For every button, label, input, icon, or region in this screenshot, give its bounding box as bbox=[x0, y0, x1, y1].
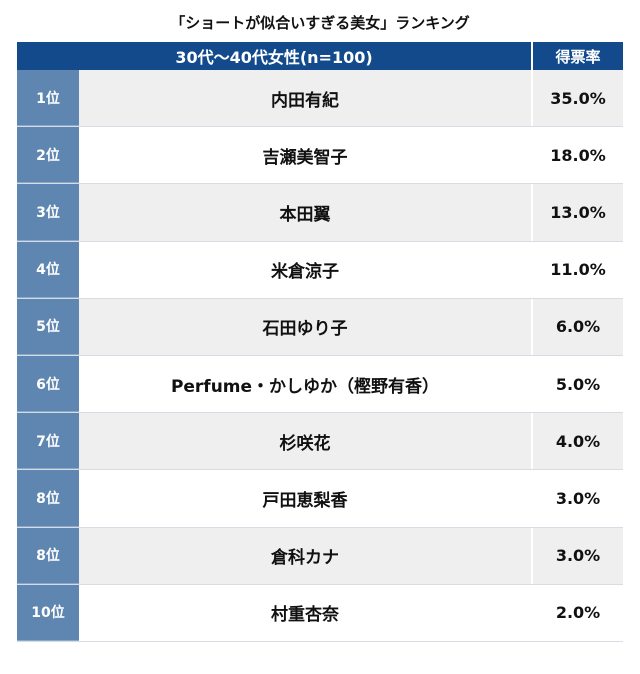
column-divider bbox=[531, 70, 533, 127]
value-cell: 3.0% bbox=[533, 470, 623, 527]
table-row: 4位 米倉涼子 11.0% bbox=[17, 241, 623, 299]
table-row: 3位 本田翼 13.0% bbox=[17, 184, 623, 242]
column-divider bbox=[531, 184, 533, 241]
rank-cell: 1位 bbox=[17, 70, 79, 127]
name-cell: 村重杏奈 bbox=[79, 584, 531, 641]
value-cell: 6.0% bbox=[533, 298, 623, 355]
name-cell: 内田有紀 bbox=[79, 70, 531, 127]
column-divider bbox=[531, 127, 533, 184]
column-divider bbox=[531, 470, 533, 527]
rank-cell: 10位 bbox=[17, 584, 79, 641]
table-row: 2位 吉瀬美智子 18.0% bbox=[17, 127, 623, 185]
value-cell: 2.0% bbox=[533, 584, 623, 641]
value-cell: 4.0% bbox=[533, 413, 623, 470]
column-divider bbox=[531, 413, 533, 470]
column-divider bbox=[531, 355, 533, 413]
table-row: 10位 村重杏奈 2.0% bbox=[17, 584, 623, 642]
rank-cell: 8位 bbox=[17, 527, 79, 584]
name-cell: 米倉涼子 bbox=[79, 241, 531, 298]
value-cell: 18.0% bbox=[533, 127, 623, 184]
value-cell: 13.0% bbox=[533, 184, 623, 241]
value-cell: 5.0% bbox=[533, 355, 623, 413]
column-divider bbox=[531, 584, 533, 641]
name-cell: 本田翼 bbox=[79, 184, 531, 241]
table-row: 7位 杉咲花 4.0% bbox=[17, 413, 623, 471]
value-header: 得票率 bbox=[533, 42, 623, 70]
name-cell: 杉咲花 bbox=[79, 413, 531, 470]
table-row: 1位 内田有紀 35.0% bbox=[17, 70, 623, 128]
column-divider bbox=[531, 298, 533, 355]
value-cell: 35.0% bbox=[533, 70, 623, 127]
table-row: 6位 Perfume・かしゆか（樫野有香） 5.0% bbox=[17, 355, 623, 414]
rank-cell: 7位 bbox=[17, 413, 79, 470]
group-header: 30代〜40代女性(n=100) bbox=[17, 42, 531, 70]
column-divider bbox=[531, 241, 533, 298]
chart-title: 「ショートが似合いすぎる美女」ランキング bbox=[170, 14, 470, 32]
rank-cell: 4位 bbox=[17, 241, 79, 298]
name-cell: 石田ゆり子 bbox=[79, 298, 531, 355]
ranking-table: 30代〜40代女性(n=100) 得票率 1位 内田有紀 35.0% 2位 吉瀬美智子 1… bbox=[17, 42, 623, 642]
value-cell: 11.0% bbox=[533, 241, 623, 298]
table-row: 8位 倉科カナ 3.0% bbox=[17, 527, 623, 585]
name-cell: 戸田恵梨香 bbox=[79, 470, 531, 527]
value-cell: 3.0% bbox=[533, 527, 623, 584]
column-divider bbox=[531, 527, 533, 584]
rank-cell: 5位 bbox=[17, 298, 79, 355]
rank-cell: 8位 bbox=[17, 470, 79, 527]
name-cell: Perfume・かしゆか（樫野有香） bbox=[79, 355, 531, 413]
rank-cell: 2位 bbox=[17, 127, 79, 184]
rank-cell: 6位 bbox=[17, 355, 79, 413]
name-cell: 倉科カナ bbox=[79, 527, 531, 584]
table-body: 1位 内田有紀 35.0% 2位 吉瀬美智子 18.0% 3位 本田翼 13.0% 4位 米倉涼子 1… bbox=[17, 70, 623, 642]
name-cell: 吉瀬美智子 bbox=[79, 127, 531, 184]
rank-cell: 3位 bbox=[17, 184, 79, 241]
table-header: 30代〜40代女性(n=100) 得票率 bbox=[17, 42, 623, 70]
table-row: 5位 石田ゆり子 6.0% bbox=[17, 298, 623, 356]
table-row: 8位 戸田恵梨香 3.0% bbox=[17, 470, 623, 528]
